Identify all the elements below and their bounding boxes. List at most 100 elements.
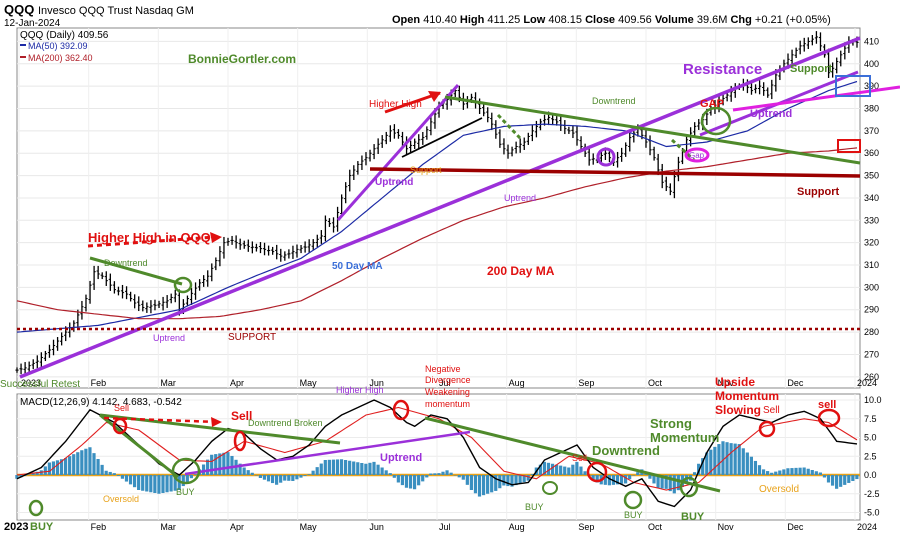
uptrend-label-4: Uptrend — [750, 108, 792, 120]
macd-hist-bar — [254, 475, 258, 476]
macd-hist-bar — [437, 473, 441, 475]
purple-steep-uptrend — [336, 84, 460, 221]
macd-y-tick: -5.0 — [864, 508, 880, 518]
macd-hist-bar — [461, 475, 465, 480]
macd-hist-bar — [104, 470, 108, 475]
price-bar — [534, 120, 539, 138]
price-panel-frame — [16, 27, 861, 389]
macd-hist-bar — [790, 468, 794, 475]
macd-x-tick: Sep — [578, 522, 594, 532]
price-bar — [258, 242, 263, 254]
macd-hist-bar — [15, 475, 19, 479]
macd-annotations: Sell Sell Downtrend Broken BUY Oversold … — [4, 364, 836, 533]
purple-circle — [596, 147, 616, 167]
price-y-tick: 300 — [864, 282, 879, 292]
macd-hist-bar — [725, 442, 729, 475]
ma50-label: 50 Day MA — [332, 261, 383, 272]
macd-hist-bar — [137, 475, 141, 490]
macd-hist-bar — [802, 467, 806, 475]
macd-hist-bar — [526, 475, 530, 481]
macd-hist-bar — [132, 475, 137, 488]
macd-hist-bar — [449, 472, 453, 475]
price-bar — [43, 350, 48, 362]
green-downtrend-short — [89, 256, 183, 286]
macd-hist-bar — [563, 466, 567, 475]
price-bar — [254, 243, 259, 252]
macd-hist-bar — [757, 465, 762, 475]
macd-hist-bar — [55, 460, 60, 475]
price-bar — [47, 344, 52, 358]
price-bar — [392, 124, 396, 139]
macd-hist-bar — [343, 460, 348, 475]
macd-trendlines — [28, 399, 841, 517]
price-bar — [697, 119, 701, 130]
ma200-label: 200 Day MA — [487, 264, 555, 278]
price-bar — [620, 147, 624, 162]
macd-hist-bar — [469, 475, 473, 490]
macd-neg-div-1: Negative — [425, 364, 461, 374]
price-bar — [599, 150, 603, 164]
macd-hist-bar — [311, 470, 315, 475]
macd-hist-bar — [814, 471, 818, 475]
macd-hist-bar — [786, 468, 790, 475]
macd-hist-bar — [250, 472, 254, 475]
macd-green-downtrend-2 — [99, 413, 179, 479]
price-bar — [129, 291, 133, 302]
price-x-tick: 2024 — [857, 378, 877, 388]
price-bar — [31, 359, 35, 370]
price-y-tick: 330 — [864, 215, 879, 225]
price-bar — [794, 47, 798, 59]
macd-hist-bar — [518, 475, 522, 484]
price-bar — [15, 367, 19, 373]
price-bar — [262, 242, 267, 256]
price-bar — [226, 237, 230, 246]
red-dashed-arrow-head — [210, 232, 222, 243]
macd-hist-bar — [506, 475, 510, 487]
price-bar — [153, 299, 157, 311]
price-bar — [672, 170, 676, 199]
price-bar — [230, 235, 234, 245]
price-bar — [202, 275, 206, 287]
macd-year-2023: 2023 — [4, 521, 28, 533]
downtrend-label-1: Downtrend — [104, 258, 148, 268]
price-bar — [323, 215, 328, 242]
macd-buy-4: BUY — [681, 511, 705, 523]
price-bar — [506, 144, 510, 159]
macd-hist-bar — [185, 475, 189, 483]
resistance-label: Resistance — [683, 61, 762, 78]
macd-hist-bar — [384, 470, 388, 475]
price-bar — [295, 244, 299, 258]
price-bar — [291, 245, 295, 259]
macd-hist-bar — [364, 463, 368, 475]
price-x-tick: Apr — [230, 378, 244, 388]
macd-hist-bar — [242, 467, 246, 475]
macd-hist-bar — [47, 462, 51, 475]
macd-purple-uptrend — [184, 430, 471, 476]
price-bar — [648, 135, 652, 156]
macd-hist-bar — [120, 475, 125, 479]
macd-hist-bar — [741, 448, 745, 475]
green-dotted-line-2 — [670, 138, 696, 162]
macd-hist-bar — [348, 460, 352, 475]
price-bar — [112, 281, 116, 294]
price-bar — [39, 352, 43, 368]
macd-hist-bar — [713, 446, 717, 475]
macd-hist-bar — [477, 475, 482, 497]
price-bar — [396, 129, 401, 139]
macd-x-tick: May — [300, 522, 318, 532]
price-bar — [526, 132, 530, 145]
macd-hist-bar — [92, 453, 96, 475]
blue-target-box — [835, 75, 871, 97]
price-bar — [806, 37, 810, 50]
macd-circle-buy-1 — [28, 499, 44, 517]
price-x-tick: May — [300, 378, 318, 388]
macd-circle-buy-3 — [542, 481, 558, 495]
macd-neg-div-2: Divergence — [425, 375, 471, 385]
macd-hist-bar — [169, 475, 173, 492]
legend-macd: MACD(12,26,9) 4.142, 4.683, -0.542 — [20, 397, 182, 408]
price-bar — [409, 140, 413, 153]
macd-hist-bar — [417, 475, 421, 486]
price-bar — [145, 302, 149, 313]
price-bar — [266, 245, 271, 256]
macd-hist-bar — [644, 474, 648, 475]
